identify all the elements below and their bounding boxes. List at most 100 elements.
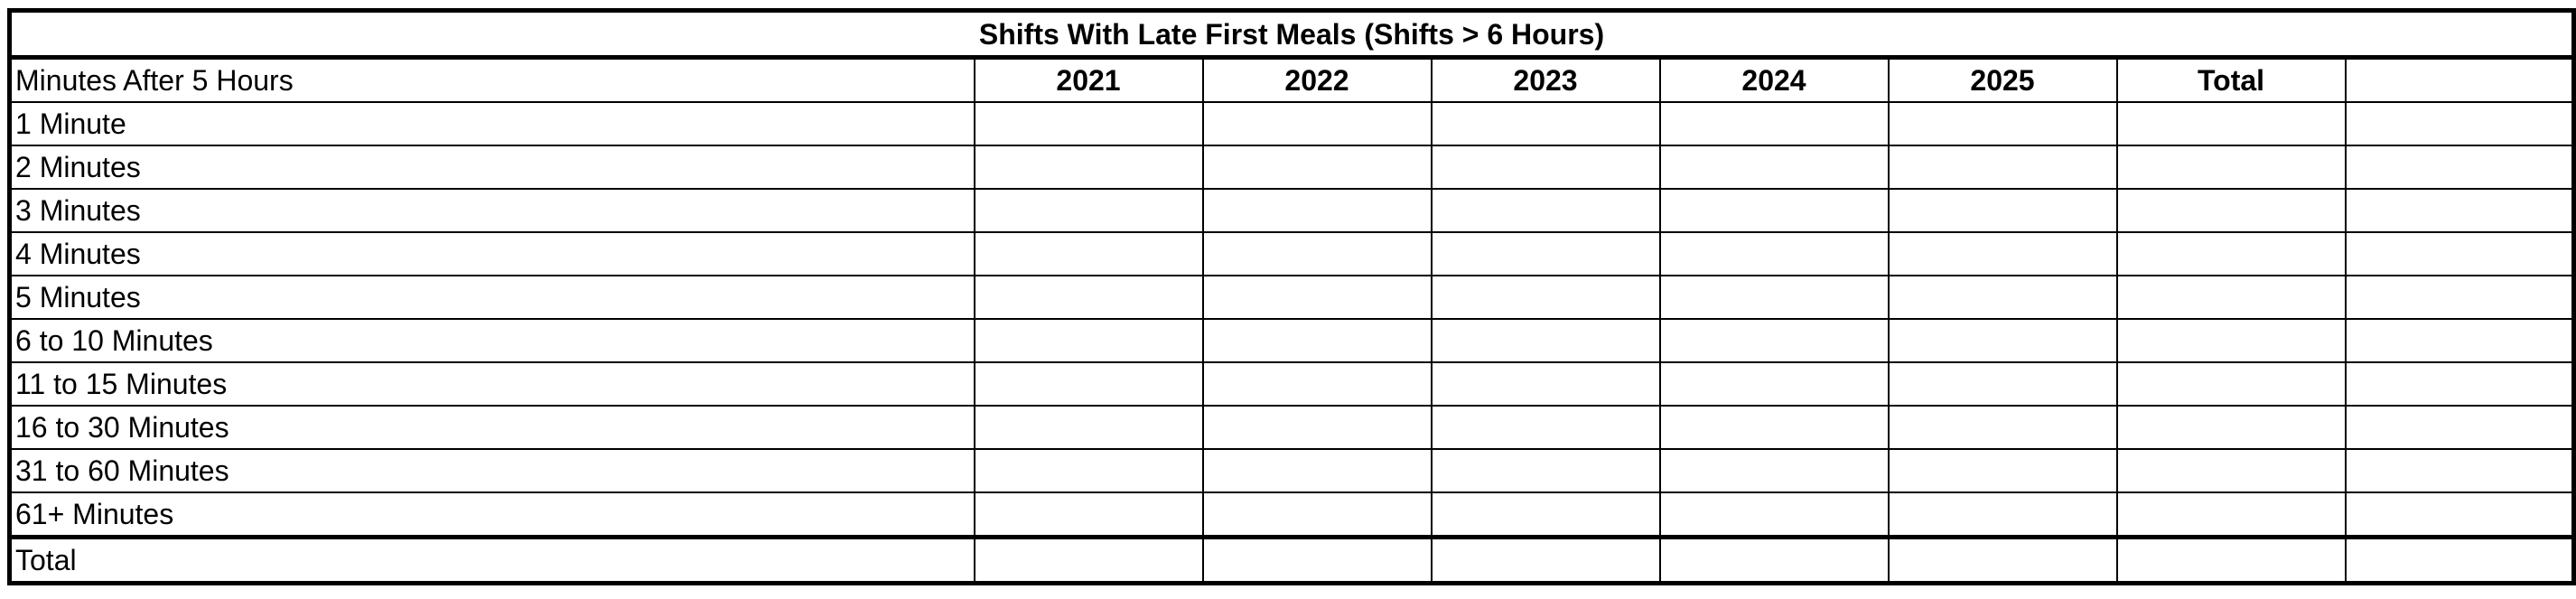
data-cell[interactable] [1201, 145, 1433, 190]
data-cell[interactable] [2344, 231, 2575, 276]
data-cell[interactable] [973, 448, 1204, 493]
data-cell[interactable] [1430, 361, 1661, 407]
data-cell[interactable] [1658, 231, 1890, 276]
data-cell[interactable] [2115, 318, 2347, 363]
data-cell[interactable] [1887, 491, 2118, 538]
data-cell[interactable] [1887, 275, 2118, 320]
data-cell[interactable] [1887, 361, 2118, 407]
data-cell[interactable] [1658, 535, 1890, 585]
data-cell[interactable] [1430, 405, 1661, 450]
data-cell[interactable] [2344, 491, 2575, 538]
data-cell[interactable] [1201, 535, 1433, 585]
data-cell[interactable] [2115, 188, 2347, 233]
data-cell[interactable] [1201, 491, 1433, 538]
data-cell[interactable] [1658, 405, 1890, 450]
data-cell[interactable] [1887, 405, 2118, 450]
data-cell[interactable] [1430, 448, 1661, 493]
data-cell[interactable] [973, 101, 1204, 146]
data-cell[interactable] [973, 405, 1204, 450]
row-label-cell[interactable]: 11 to 15 Minutes [8, 361, 975, 407]
data-cell[interactable] [1887, 101, 2118, 146]
data-cell[interactable] [973, 318, 1204, 363]
row-label-cell[interactable]: 5 Minutes [8, 275, 975, 320]
data-cell[interactable] [2344, 318, 2575, 363]
data-cell[interactable] [1658, 275, 1890, 320]
data-cell[interactable] [1887, 448, 2118, 493]
row-label-cell[interactable]: 31 to 60 Minutes [8, 448, 975, 493]
column-header-2022[interactable]: 2022 [1201, 56, 1433, 103]
row-label-cell[interactable]: 4 Minutes [8, 231, 975, 276]
row-label-cell[interactable]: 3 Minutes [8, 188, 975, 233]
data-cell[interactable] [973, 188, 1204, 233]
data-cell[interactable] [2344, 448, 2575, 493]
data-cell[interactable] [1658, 491, 1890, 538]
data-cell[interactable] [973, 491, 1204, 538]
data-cell[interactable] [973, 145, 1204, 190]
data-cell[interactable] [1201, 188, 1433, 233]
table-row: 1 Minute [8, 101, 2575, 146]
data-cell[interactable] [1430, 275, 1661, 320]
data-cell[interactable] [1430, 318, 1661, 363]
data-cell[interactable] [2115, 361, 2347, 407]
data-cell[interactable] [1658, 361, 1890, 407]
data-cell[interactable] [1201, 231, 1433, 276]
row-label-cell[interactable]: 61+ Minutes [8, 491, 975, 538]
column-header-2021[interactable]: 2021 [973, 56, 1204, 103]
data-cell[interactable] [1430, 231, 1661, 276]
column-header-total[interactable]: Total [2115, 56, 2347, 103]
data-cell[interactable] [2344, 101, 2575, 146]
data-cell[interactable] [1201, 361, 1433, 407]
data-cell[interactable] [1201, 405, 1433, 450]
row-header-cell[interactable]: Minutes After 5 Hours [8, 56, 975, 103]
data-cell[interactable] [1201, 101, 1433, 146]
column-header-2023[interactable]: 2023 [1430, 56, 1661, 103]
data-cell[interactable] [2344, 275, 2575, 320]
data-cell[interactable] [973, 231, 1204, 276]
data-cell[interactable] [2115, 275, 2347, 320]
data-cell[interactable] [1430, 491, 1661, 538]
data-cell[interactable] [1430, 535, 1661, 585]
data-cell[interactable] [973, 275, 1204, 320]
data-cell[interactable] [1201, 448, 1433, 493]
data-cell[interactable] [1887, 145, 2118, 190]
data-cell[interactable] [1201, 275, 1433, 320]
row-label-cell[interactable]: 6 to 10 Minutes [8, 318, 975, 363]
data-cell[interactable] [1658, 188, 1890, 233]
column-header-2025[interactable]: 2025 [1887, 56, 2118, 103]
data-cell[interactable] [1430, 188, 1661, 233]
data-cell[interactable] [1430, 101, 1661, 146]
column-header-blank[interactable] [2344, 56, 2575, 103]
row-label-cell[interactable]: Total [8, 535, 975, 585]
row-label-cell[interactable]: 16 to 30 Minutes [8, 405, 975, 450]
data-cell[interactable] [1887, 231, 2118, 276]
data-cell[interactable] [973, 361, 1204, 407]
column-header-2024[interactable]: 2024 [1658, 56, 1890, 103]
data-cell[interactable] [1430, 145, 1661, 190]
data-cell[interactable] [1658, 448, 1890, 493]
table-row: 16 to 30 Minutes [8, 405, 2575, 450]
data-cell[interactable] [1201, 318, 1433, 363]
data-cell[interactable] [2344, 535, 2575, 585]
data-cell[interactable] [973, 535, 1204, 585]
data-cell[interactable] [2115, 145, 2347, 190]
data-cell[interactable] [2115, 405, 2347, 450]
data-cell[interactable] [1658, 145, 1890, 190]
title-row: Shifts With Late First Meals (Shifts > 6… [8, 9, 2575, 60]
data-cell[interactable] [1887, 188, 2118, 233]
data-cell[interactable] [2344, 145, 2575, 190]
data-cell[interactable] [2115, 231, 2347, 276]
table-title[interactable]: Shifts With Late First Meals (Shifts > 6… [8, 9, 2575, 60]
row-label-cell[interactable]: 1 Minute [8, 101, 975, 146]
data-cell[interactable] [2115, 448, 2347, 493]
data-cell[interactable] [1887, 318, 2118, 363]
data-cell[interactable] [2344, 361, 2575, 407]
data-cell[interactable] [2115, 101, 2347, 146]
data-cell[interactable] [1887, 535, 2118, 585]
row-label-cell[interactable]: 2 Minutes [8, 145, 975, 190]
data-cell[interactable] [1658, 101, 1890, 146]
data-cell[interactable] [2344, 405, 2575, 450]
data-cell[interactable] [2115, 535, 2347, 585]
data-cell[interactable] [1658, 318, 1890, 363]
data-cell[interactable] [2344, 188, 2575, 233]
data-cell[interactable] [2115, 491, 2347, 538]
